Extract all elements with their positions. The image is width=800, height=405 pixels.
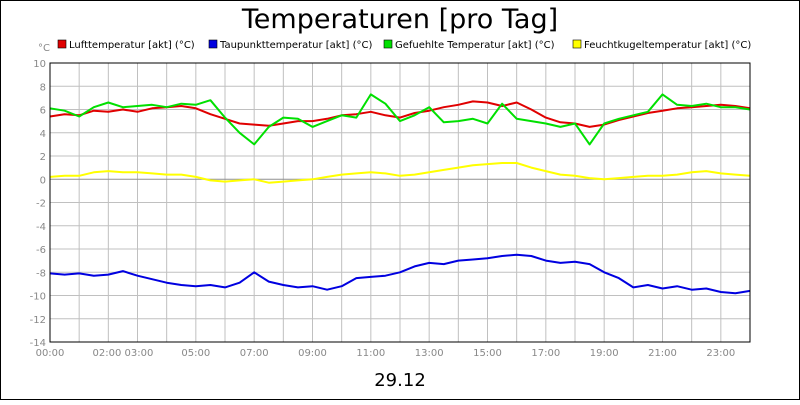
date-label: 29.12 [374,370,426,391]
x-tick-label: 00:00 [36,348,65,359]
x-tick-label: 02:00 03:00 [93,348,154,359]
x-tick-label: 21:00 [648,348,677,359]
x-axis-ticks: 00:00 02:00 03:00 05:00 07:00 09:00 11:00 13:0… [36,348,736,359]
x-tick-label: 17:00 [531,348,560,359]
series-line-3 [49,93,751,146]
y-tick-label: -8 [36,268,46,279]
x-tick-label: 05:00 [181,348,210,359]
x-tick-label: 09:00 [298,348,327,359]
legend-swatch [383,39,393,49]
series-line-2 [49,253,751,295]
plot-border [49,62,751,343]
y-tick-label: -6 [36,245,46,256]
y-tick-label: -2 [36,199,46,210]
y-axis-unit: °C [38,43,50,54]
y-tick-label: 2 [40,152,46,163]
y-tick-label: 0 [40,175,46,186]
legend-swatch [208,39,218,49]
y-tick-label: 6 [40,106,46,117]
legend-label: Lufttemperatur [akt] (°C) [69,40,195,51]
x-tick-label: 13:00 [415,348,444,359]
y-axis-ticks: 10 8 6 4 2 0 -2 -4 -6 -8 -10 -12 -14 [30,59,46,349]
legend-label: Taupunkttemperatur [akt] (°C) [219,40,372,51]
legend: Lufttemperatur [akt] (°C) Taupunkttempera… [57,39,751,51]
x-tick-label: 07:00 [240,348,269,359]
x-tick-label: 19:00 [590,348,619,359]
legend-swatch [572,39,582,49]
y-tick-label: -14 [30,338,46,349]
legend-label: Feuchtkugeltemperatur [akt] (°C) [584,40,751,51]
series-line-4 [49,162,751,184]
y-tick-label: -4 [36,222,46,233]
chart-title: Temperaturen [pro Tag] [241,4,558,35]
legend-swatch [57,39,67,49]
x-tick-label: 23:00 [706,348,735,359]
x-tick-label: 11:00 [356,348,385,359]
y-tick-label: -10 [30,292,46,303]
legend-label: Gefuehlte Temperatur [akt] (°C) [395,40,555,51]
y-tick-label: 10 [33,59,46,70]
y-tick-label: -12 [30,315,46,326]
y-tick-label: 4 [40,129,46,140]
x-tick-label: 15:00 [473,348,502,359]
y-tick-label: 8 [40,82,46,93]
series-lines [49,93,751,295]
